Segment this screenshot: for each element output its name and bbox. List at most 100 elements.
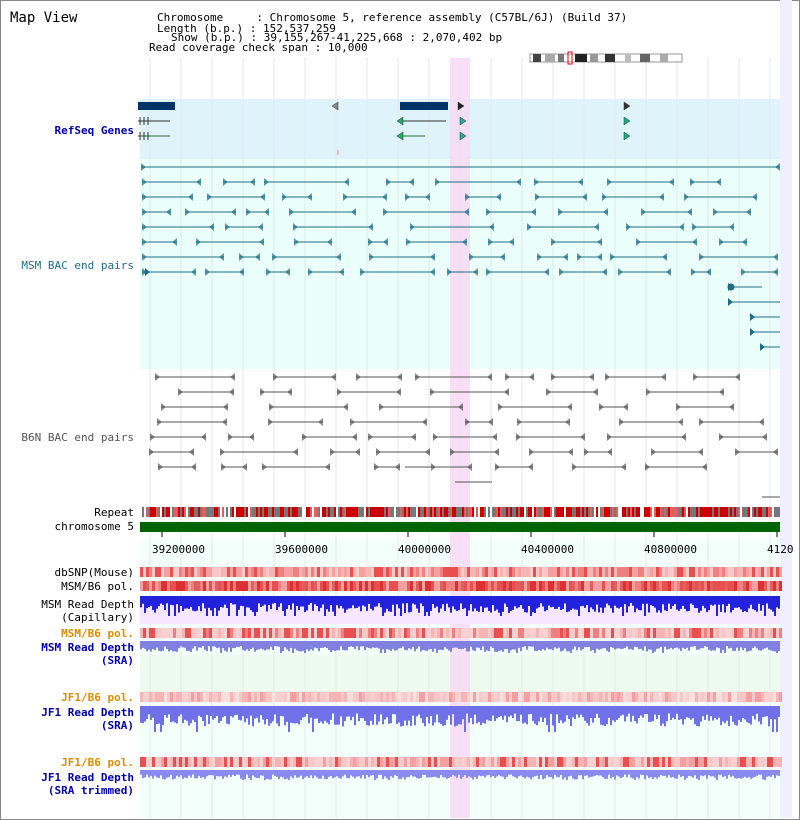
depth-bar [142,641,144,648]
depth-bar [324,770,326,780]
repeat-bar [742,507,744,517]
depth-bar [336,706,338,725]
heat-cell [629,692,632,702]
depth-bar [302,770,304,780]
heat-cell [704,581,707,591]
refseq-genes-label[interactable]: RefSeq Genes [54,124,134,137]
depth-bar [580,596,582,607]
heat-cell [425,581,428,591]
heat-cell [578,757,581,767]
heat-cell [392,628,395,638]
depth-bar [344,641,346,651]
repeat-bar [636,507,638,517]
depth-bar [152,770,154,779]
b6n-bac-label[interactable]: B6N BAC end pairs [21,431,134,444]
depth-bar [346,596,348,610]
heat-cell [527,567,530,577]
depth-bar [368,641,370,649]
heat-cell [491,567,494,577]
depth-bar [510,641,512,651]
heat-cell [512,692,515,702]
depth-bar [570,706,572,727]
repeat-bar [724,507,726,517]
heat-cell [767,757,770,767]
heat-cell [152,692,155,702]
depth-bar [382,641,384,650]
heat-cell [533,628,536,638]
depth-bar [528,596,530,606]
bac-end [249,433,254,441]
bac-end [145,268,150,276]
heat-cell [671,692,674,702]
bac-end [692,223,697,231]
heat-cell [713,567,716,577]
repeat-bar [178,507,180,517]
heat-cell [455,567,458,577]
repeat-bar [456,507,458,517]
repeat-bar [378,507,380,517]
heat-cell [779,628,782,638]
msm-bac-label[interactable]: MSM BAC end pairs [21,259,134,272]
heat-cell [287,567,290,577]
depth-bar [564,641,566,649]
heat-cell [668,628,671,638]
heat-cell [251,692,254,702]
depth-bar [308,596,310,605]
heat-cell [302,757,305,767]
depth-bar [414,706,416,726]
msm-read-depth-sra-label: MSM Read Depth [41,641,134,654]
repeat-bar [356,507,358,517]
heat-cell [596,757,599,767]
axis-tick: 4120 [767,543,794,556]
depth-bar [360,706,362,719]
repeat-bar [292,507,294,517]
depth-bar [206,706,208,715]
depth-bar [696,770,698,779]
depth-bar [322,770,324,776]
heat-cell [512,628,515,638]
depth-bar [556,596,558,609]
heat-cell [533,757,536,767]
heat-cell [212,692,215,702]
bac-end [646,388,651,396]
depth-bar [480,706,482,726]
heat-cell [464,628,467,638]
depth-bar [432,641,434,652]
heat-cell [692,581,695,591]
depth-bar [230,706,232,717]
repeat-bar [388,507,390,517]
depth-bar [492,596,494,606]
heat-cell [584,757,587,767]
heat-cell [578,567,581,577]
heat-cell [146,757,149,767]
heat-cell [167,567,170,577]
heat-cell [449,581,452,591]
depth-bar [618,770,620,777]
depth-bar [674,596,676,605]
depth-bar [204,770,206,779]
depth-bar [280,641,282,653]
repeat-bar [160,507,162,517]
depth-bar [518,770,520,777]
bac-end [602,268,607,276]
depth-bar [614,770,616,780]
repeat-bar [410,507,412,517]
heat-cell [302,567,305,577]
depth-bar [600,770,602,776]
depth-bar [144,770,146,778]
depth-bar [478,641,480,648]
depth-bar [748,706,750,724]
depth-bar [692,770,694,778]
depth-bar [494,596,496,611]
depth-bar [418,770,420,779]
heat-cell [545,628,548,638]
depth-bar [454,596,456,610]
depth-bar [166,706,168,718]
coverage-label: Read coverage check span [149,41,308,54]
depth-bar [756,641,758,649]
depth-bar [504,641,506,650]
heat-cell [437,628,440,638]
depth-bar [704,596,706,609]
depth-bar [172,641,174,652]
